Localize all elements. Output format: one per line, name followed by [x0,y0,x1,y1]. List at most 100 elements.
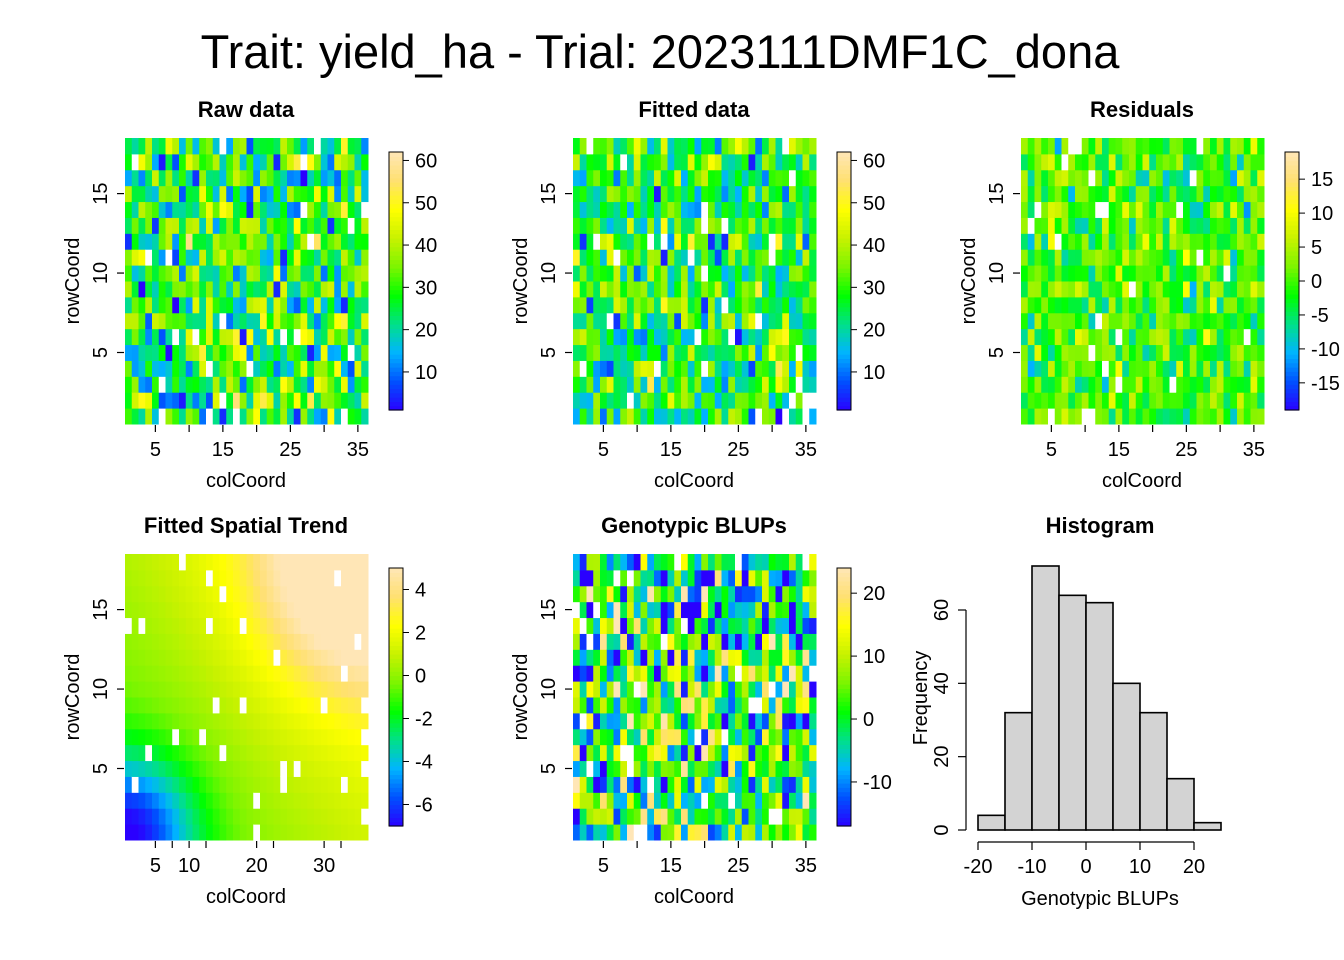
heatmap-cell [613,792,621,809]
legend-bar-step [389,367,403,372]
heatmap-cell [633,265,641,282]
heatmap-cell [1156,392,1164,409]
heatmap-cell [125,554,133,571]
heatmap-cell [212,808,220,825]
heatmap-cell [219,312,227,330]
heatmap-cell [694,392,702,409]
heatmap-cell [701,376,709,393]
x-tick-label: 30 [313,855,335,877]
heatmap-cell [633,408,641,425]
heatmap-cell [579,296,587,314]
heatmap-cell [1216,281,1224,298]
heatmap-cell [795,617,803,634]
heatmap-cell [152,808,160,825]
heatmap-cell [327,728,335,746]
legend-tick-label: 50 [863,193,885,215]
heatmap-cell [158,185,166,203]
heatmap-cell [1135,344,1143,361]
heatmap-cell [266,601,274,619]
heatmap-cell [347,617,355,634]
heatmap-cell [260,328,268,346]
heatmap-cell [748,201,756,218]
legend-bar-step [837,367,851,372]
heatmap-cell [802,392,810,409]
legend-bar-step [837,169,851,175]
heatmap-cell [1142,281,1150,298]
heatmap-cell [613,138,621,155]
heatmap-cell [1149,185,1157,203]
heatmap-cell [260,649,268,666]
heatmap-cell [714,633,722,650]
heatmap-cell [701,617,709,634]
heatmap-cell [165,344,173,361]
heatmap-cell [327,665,335,682]
legend-bar-step [837,679,851,685]
heatmap-cell [320,760,328,777]
heatmap-cell [775,281,783,298]
legend-bar-step [389,662,403,668]
heatmap-cell [667,392,675,409]
heatmap-cell [735,792,743,809]
heatmap-cell [307,153,315,171]
heatmap-cell [579,201,587,218]
heatmap-cell [239,601,247,619]
heatmap-cell [593,824,601,841]
heatmap-cell [145,601,153,619]
heatmap-cell [714,296,722,314]
heatmap-cell [627,249,635,266]
heatmap-cell [748,665,756,682]
heatmap-cell [654,249,662,266]
heatmap-cell [755,697,763,714]
heatmap-cell [714,408,722,425]
heatmap-cell [1183,138,1191,155]
heatmap-cell [253,312,261,330]
legend-bar-step [389,735,403,741]
heatmap-cell [131,392,139,409]
heatmap-cell [1257,201,1265,218]
heatmap-cell [1257,185,1265,203]
heatmap-cell [640,376,648,393]
heatmap-cell [233,328,241,346]
legend-bar-step [837,765,851,771]
heatmap-cell [647,776,655,793]
heatmap-cell [233,808,241,825]
heatmap-cell [1122,296,1130,314]
heatmap-cell [694,665,702,682]
heatmap-cell [314,408,322,425]
heatmap-cell [158,792,166,809]
heatmap-cell [1095,376,1103,393]
heatmap-cell [158,633,166,650]
heatmap-cell [1081,296,1089,314]
heatmap-cell [1189,360,1197,377]
heatmap-cell [347,633,355,650]
heatmap-cell [266,728,274,746]
heatmap-cell [354,697,362,714]
heatmap-cell [802,360,810,377]
heatmap-cell [1068,376,1076,393]
heatmap-cell [192,408,200,425]
heatmap-cell [1243,233,1251,250]
heatmap-cell [165,296,173,314]
heatmap-cell [660,792,668,809]
legend-bar-step [837,666,851,672]
heatmap-cell [152,585,160,603]
heatmap-cell [300,408,308,425]
heatmap-cell [233,169,241,187]
heatmap-cell [701,233,709,250]
heatmap-cell [334,169,342,187]
heatmap-cell [1135,185,1143,203]
heatmap-cell [714,569,722,587]
heatmap-cell [1081,392,1089,409]
heatmap-cell [1142,153,1150,171]
legend-bar-step [837,324,851,329]
heatmap-cell [260,281,268,298]
heatmap-cell [1230,153,1238,171]
heatmap-cell [755,728,763,746]
heatmap-cell [253,601,261,619]
heatmap-cell [206,328,214,346]
legend-bar-step [389,761,403,767]
heatmap-cell [1129,201,1137,218]
heatmap-cell [735,585,743,603]
heatmap-cell [226,585,234,603]
heatmap-cell [660,201,668,218]
